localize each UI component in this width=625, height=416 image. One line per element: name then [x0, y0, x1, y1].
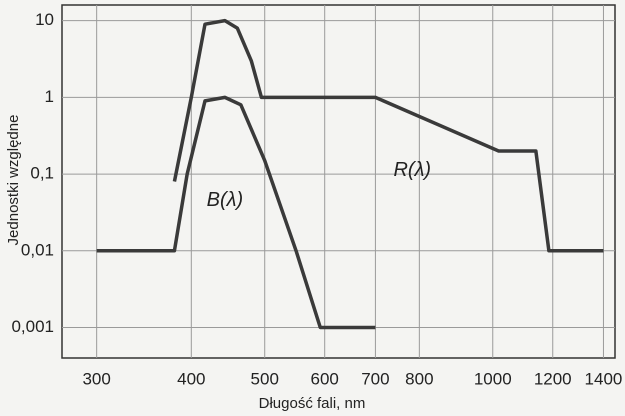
x-tick-label: 500: [251, 369, 279, 388]
series-line: [96, 95, 376, 330]
series-label: R(λ): [393, 159, 431, 181]
series-label: B(λ): [207, 189, 244, 211]
x-tick-label: 1400: [585, 369, 623, 388]
y-tick-label: 0,01: [21, 240, 54, 259]
x-tick-label: 600: [311, 369, 339, 388]
x-tick-label: 300: [82, 369, 110, 388]
x-tick-label: 800: [405, 369, 433, 388]
y-axis-label: Jednostki względne: [5, 115, 22, 246]
x-tick-label: 700: [361, 369, 389, 388]
series-line: [172, 18, 604, 253]
y-tick-label: 0,1: [30, 164, 54, 183]
plot-frame: [61, 4, 616, 359]
x-axis-label: Długość fali, nm: [259, 395, 366, 412]
y-tick-label: 0,001: [11, 317, 54, 336]
x-tick-label: 1000: [474, 369, 512, 388]
x-tick-label: 1200: [534, 369, 572, 388]
y-tick-label: 10: [35, 10, 54, 29]
x-tick-label: 400: [177, 369, 205, 388]
y-tick-label: 1: [45, 87, 54, 106]
